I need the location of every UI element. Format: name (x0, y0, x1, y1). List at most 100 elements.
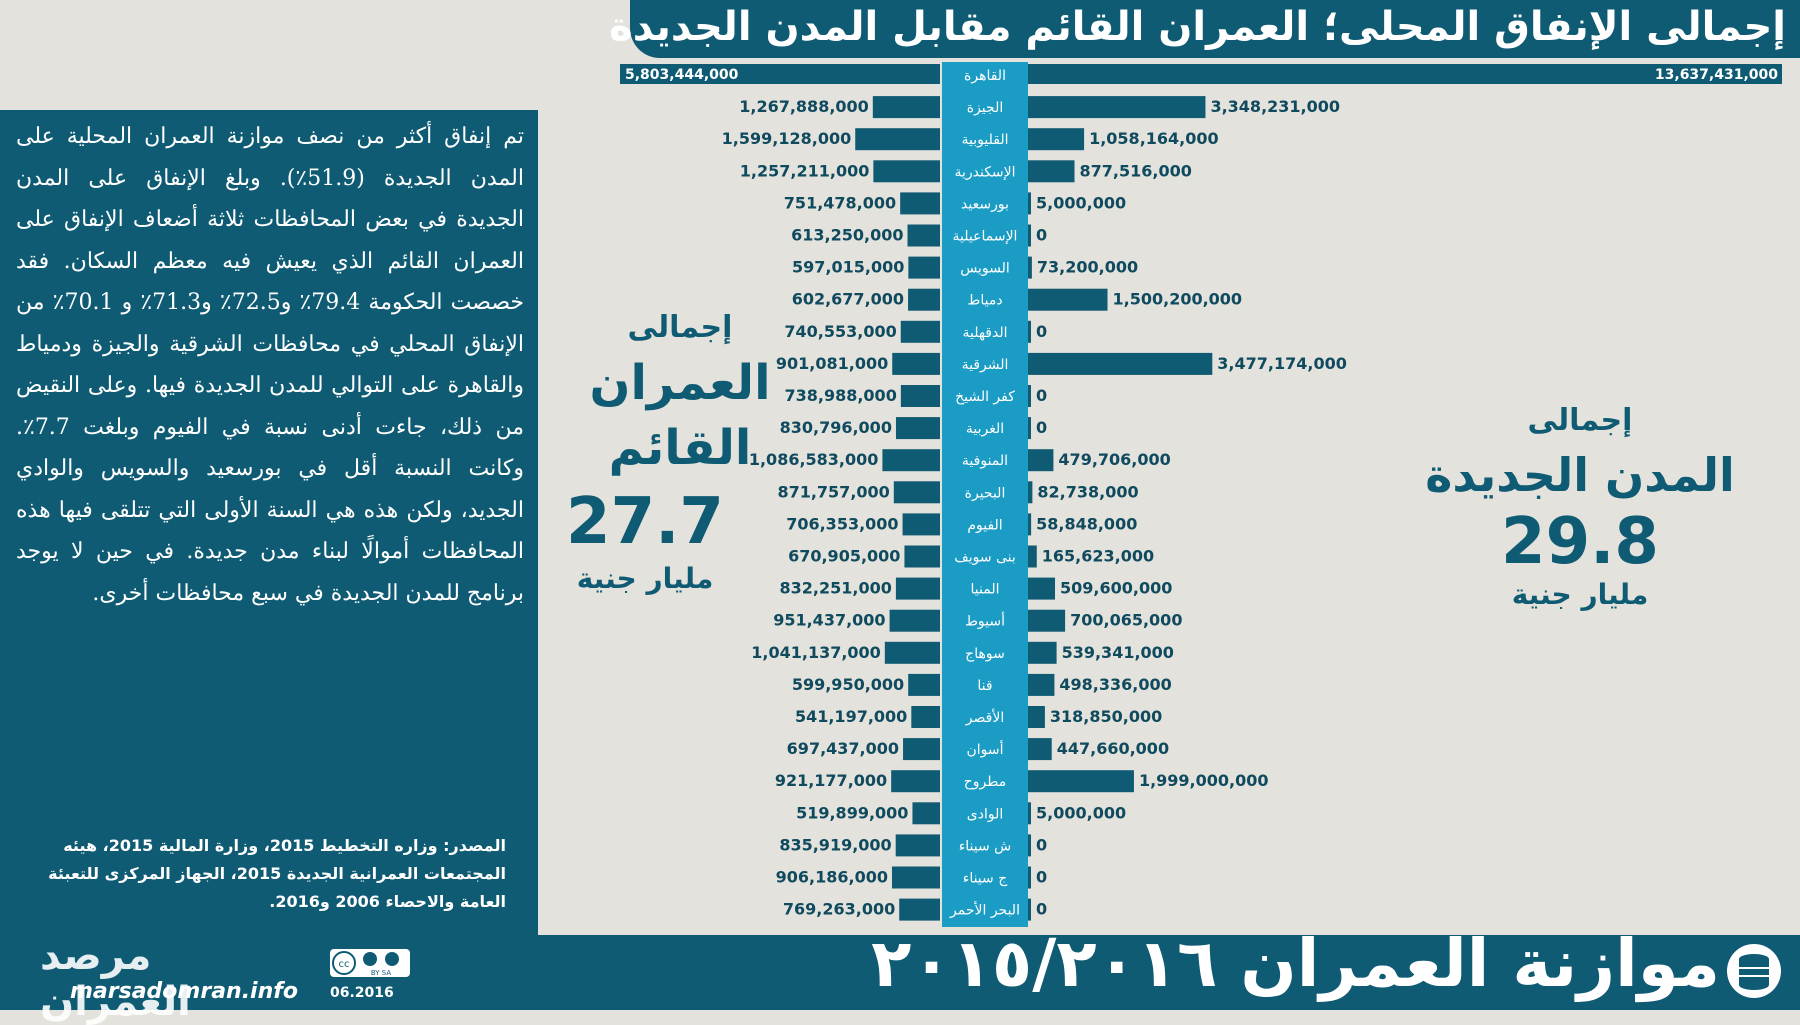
new-total-label-2: المدن الجديدة (1425, 448, 1735, 502)
value-label-new: 1,500,200,000 (1113, 290, 1243, 309)
value-label-existing: 921,177,000 (775, 771, 887, 790)
bar-existing (889, 609, 940, 632)
category-label: سوهاج (965, 646, 1005, 662)
bar-existing (895, 834, 940, 857)
value-label-new: 498,336,000 (1059, 675, 1171, 694)
governorate-axis-band (942, 62, 1028, 927)
bar-new (1028, 417, 1031, 440)
value-label-existing: 697,437,000 (787, 739, 899, 758)
category-label: السويس (960, 261, 1010, 277)
category-label: أسوان (966, 740, 1003, 758)
summary-paragraph: تم إنفاق أكثر من نصف موازنة العمران المح… (16, 124, 525, 606)
value-label-new: 3,477,174,000 (1217, 354, 1347, 373)
footer-band: مرصد العمران marsadomran.info cc BY SA 0… (0, 925, 1800, 1025)
existing-total-label-1: إجمالى (627, 310, 733, 345)
value-label-existing: 706,353,000 (786, 514, 898, 533)
value-label-new: 73,200,000 (1037, 258, 1138, 277)
bar-new (1028, 160, 1075, 183)
page-title: إجمالى الإنفاق المحلى؛ العمران القائم مق… (609, 4, 1786, 50)
title-band: إجمالى الإنفاق المحلى؛ العمران القائم مق… (609, 0, 1800, 58)
source-note: المصدر: وزاره التخطيط 2015، وزارة المالي… (48, 836, 506, 911)
bar-new (1028, 898, 1031, 921)
category-label: البحر الأحمر (949, 901, 1020, 919)
bar-existing (895, 577, 940, 600)
category-label: البحيرة (965, 485, 1006, 501)
bar-new (1028, 513, 1032, 536)
bar-new (1028, 64, 1782, 84)
bar-existing (904, 545, 940, 568)
cc-license-icon: cc BY SA (332, 951, 399, 977)
category-label: الدقهلية (962, 325, 1007, 341)
value-label-new: 0 (1036, 418, 1047, 437)
coins-icon (1727, 944, 1781, 998)
bar-existing (902, 513, 940, 536)
value-label-existing: 1,267,888,000 (739, 97, 869, 116)
value-label-existing: 670,905,000 (788, 547, 900, 566)
value-label-existing: 740,553,000 (784, 322, 896, 341)
bar-new (1028, 481, 1033, 504)
bar-new (1028, 128, 1085, 151)
bar-existing (855, 128, 940, 151)
value-label-new: 0 (1036, 868, 1047, 887)
bar-existing (884, 641, 940, 664)
value-label-existing: 835,919,000 (779, 835, 891, 854)
bar-new (1028, 834, 1031, 857)
new-total-label-1: إجمالى (1527, 403, 1633, 438)
category-label: الفيوم (967, 517, 1002, 533)
value-label-existing: 951,437,000 (773, 611, 885, 630)
value-label-existing: 832,251,000 (780, 579, 892, 598)
bar-new (1028, 545, 1037, 568)
bar-existing (873, 160, 940, 183)
bar-existing (911, 706, 940, 728)
bar-existing (903, 738, 940, 761)
value-label-new: 0 (1036, 226, 1047, 245)
category-label: بنى سويف (954, 550, 1016, 566)
category-label: بورسعيد (961, 196, 1009, 212)
category-label: دمياط (967, 293, 1002, 309)
existing-total-value: 27.7 (566, 485, 724, 559)
value-label-new: 0 (1036, 322, 1047, 341)
value-label-new: 877,516,000 (1080, 161, 1192, 180)
category-label: الإسكندرية (954, 164, 1015, 180)
bar-new (1028, 641, 1057, 664)
value-label-existing: 541,197,000 (795, 707, 907, 726)
value-label-new: 1,058,164,000 (1089, 129, 1219, 148)
new-total-unit: مليار جنية (1511, 578, 1649, 611)
value-label-new: 700,065,000 (1070, 611, 1182, 630)
category-label: ج سيناء (963, 871, 1008, 887)
bar-new (1028, 866, 1031, 889)
existing-total-label-3: القائم (608, 420, 752, 476)
value-label-new: 58,848,000 (1036, 514, 1137, 533)
value-label-existing: 602,677,000 (792, 290, 904, 309)
site-logo[interactable]: مرصد العمران marsadomran.info (0, 933, 315, 1025)
value-label-new: 539,341,000 (1062, 643, 1174, 662)
cc-license-badge: cc BY SA (330, 949, 410, 977)
category-label: قنا (977, 678, 992, 694)
value-label-new: 82,738,000 (1037, 482, 1138, 501)
site-url[interactable]: marsadomran.info (70, 979, 298, 1004)
cc-text: BY SA (371, 969, 391, 977)
category-label: مطروح (964, 774, 1007, 790)
value-label-existing: 519,899,000 (796, 803, 908, 822)
bar-new (1028, 609, 1066, 632)
value-label-existing: 1,599,128,000 (722, 129, 852, 148)
value-label-existing: 751,478,000 (784, 193, 896, 212)
category-label: أسيوط (965, 612, 1005, 630)
bar-new (1028, 577, 1056, 600)
bar-existing (892, 352, 940, 375)
footer-title: موازنة العمران ٢٠١٥/٢٠١٦ (871, 925, 1720, 1002)
value-label-existing: 738,988,000 (784, 386, 896, 405)
bar-existing (891, 770, 940, 793)
bar-existing (899, 898, 940, 921)
bar-new (1028, 673, 1055, 696)
value-label-new: 0 (1036, 900, 1047, 919)
category-label: الأقصر (965, 708, 1004, 726)
bar-existing (900, 385, 940, 407)
category-label: الوادى (967, 806, 1003, 822)
existing-total-label-2: العمران (589, 355, 771, 411)
value-label-existing: 871,757,000 (777, 482, 889, 501)
value-label-new: 318,850,000 (1050, 707, 1162, 726)
value-label-new: 509,600,000 (1060, 579, 1172, 598)
category-label: ش سيناء (959, 838, 1012, 854)
value-label-existing: 1,086,583,000 (749, 450, 879, 469)
